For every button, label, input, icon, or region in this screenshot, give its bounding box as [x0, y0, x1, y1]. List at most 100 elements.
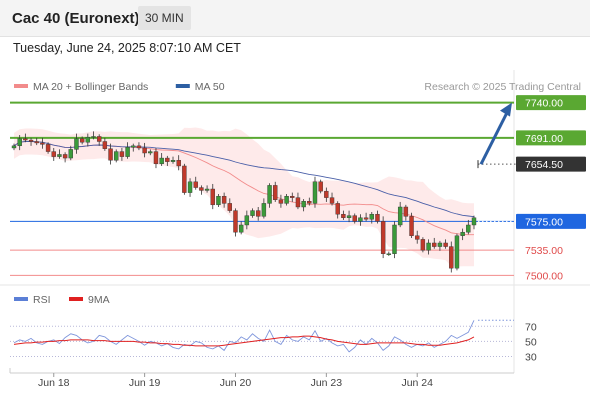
rsi-legend-swatch-1	[69, 297, 83, 301]
candle-body-70	[409, 216, 414, 236]
candle-body-38	[227, 203, 233, 211]
rsi-level-label-0: 70	[525, 321, 537, 333]
legend-label-0: MA 20 + Bollinger Bands	[33, 81, 148, 93]
candle-body-17	[108, 148, 113, 161]
candle-body-0	[11, 145, 17, 149]
ma50-line	[13, 141, 475, 218]
rsi-legend-label-0: RSI	[33, 294, 51, 306]
candle-body-24	[148, 151, 153, 154]
level-tag-2	[516, 156, 586, 172]
candle-body-52	[307, 201, 312, 204]
legend-swatch-0	[14, 84, 28, 88]
candle-body-54	[318, 181, 323, 192]
rsi-legend-label-1: 9MA	[88, 294, 110, 306]
candle-body-5	[40, 142, 45, 145]
candle-body-31	[187, 181, 193, 193]
level-tag-1	[516, 130, 586, 146]
candle-body-49	[290, 195, 295, 198]
candle-body-75	[437, 242, 443, 247]
candle-body-33	[199, 187, 204, 191]
level-label-0: 7740.00	[525, 98, 563, 110]
candle-body-61	[358, 217, 363, 222]
candle-body-6	[45, 144, 51, 152]
candle-body-65	[380, 221, 386, 254]
rsi-panel: RSI 9MA 70 50 30	[10, 294, 537, 363]
chart-legend: MA 20 + Bollinger Bands MA 50	[14, 81, 225, 93]
candle-body-60	[352, 215, 357, 222]
candle-body-57	[335, 203, 340, 215]
rsi-legend-swatch-0	[14, 297, 28, 301]
candle-body-3	[28, 139, 34, 142]
candle-body-79	[460, 231, 465, 236]
candle-body-78	[454, 235, 460, 269]
candle-body-40	[238, 224, 244, 233]
candle-body-81	[471, 217, 477, 226]
x-tick-label-1: Jun 19	[129, 377, 161, 389]
candle-body-73	[426, 242, 431, 251]
level-tag-0	[516, 95, 586, 111]
legend-label-1: MA 50	[195, 81, 225, 93]
x-tick-label-4: Jun 24	[401, 377, 433, 389]
rsi-line	[13, 320, 475, 353]
candle-body-1	[17, 138, 22, 147]
x-tick-label-2: Jun 20	[220, 377, 252, 389]
rsi-ma-line	[13, 335, 475, 347]
candle-body-2	[23, 138, 28, 141]
candle-body-74	[432, 242, 437, 247]
candle-body-59	[346, 215, 352, 218]
candle-body-13	[85, 136, 91, 143]
level-label-3: 7575.00	[525, 216, 563, 228]
candle-body-10	[68, 149, 73, 159]
candle-body-36	[216, 195, 221, 206]
x-axis: Jun 18 Jun 19 Jun 20 Jun 23 Jun 24	[9, 368, 514, 389]
candle-body-55	[324, 190, 329, 198]
candle-body-7	[51, 151, 56, 157]
candle-body-42	[250, 210, 255, 216]
candle-body-67	[392, 224, 397, 254]
candle-body-32	[193, 181, 198, 188]
candle-body-16	[102, 141, 108, 149]
candle-body-27	[165, 157, 170, 162]
candle-body-8	[57, 154, 62, 157]
level-label-4: 7535.00	[525, 245, 563, 257]
level-tag-3	[516, 213, 586, 229]
candle-body-62	[363, 217, 369, 220]
level-label-5: 7500.00	[525, 270, 563, 282]
candle-body-15	[96, 136, 102, 142]
chart-credit: Research © 2025 Trading Central	[424, 81, 581, 93]
candle-body-46	[273, 185, 278, 200]
x-tick-label-3: Jun 23	[311, 377, 343, 389]
rsi-level-label-2: 30	[525, 351, 537, 363]
level-label-1: 7691.00	[525, 133, 563, 145]
candle-body-11	[74, 138, 79, 150]
candle-body-50	[295, 197, 301, 208]
candle-body-37	[221, 195, 227, 204]
candle-body-26	[159, 157, 164, 165]
candle-body-18	[114, 151, 119, 161]
candle-body-68	[397, 206, 403, 226]
x-tick-label-0: Jun 18	[38, 377, 70, 389]
instrument-title: Cac 40 (Euronext)	[12, 10, 140, 27]
candle-body-19	[119, 151, 125, 157]
candle-body-72	[420, 239, 426, 251]
chart-datetime: Tuesday, June 24, 2025 8:07:10 AM CET	[13, 41, 241, 55]
candle-body-34	[204, 188, 210, 191]
candle-body-9	[62, 154, 68, 159]
price-levels: 7740.00 7691.00 7654.50 7575.00 7535.00 7500.…	[10, 95, 586, 282]
candle-body-69	[403, 206, 409, 217]
candle-body-30	[182, 165, 187, 193]
candle-body-45	[267, 185, 272, 204]
candle-body-64	[375, 213, 380, 222]
candle-body-77	[449, 246, 454, 269]
candle-body-21	[131, 145, 136, 148]
forecast-arrow-head	[500, 102, 512, 117]
candle-body-28	[170, 160, 176, 162]
chart-header: Cac 40 (Euronext) 30 MIN	[0, 0, 590, 37]
candle-body-71	[415, 235, 420, 240]
candle-body-14	[91, 136, 96, 138]
timeframe-button[interactable]: 30 MIN	[138, 6, 191, 30]
candle-body-4	[34, 141, 39, 144]
candle-body-76	[443, 242, 448, 247]
candle-body-44	[261, 203, 267, 217]
candle-body-20	[125, 147, 130, 157]
